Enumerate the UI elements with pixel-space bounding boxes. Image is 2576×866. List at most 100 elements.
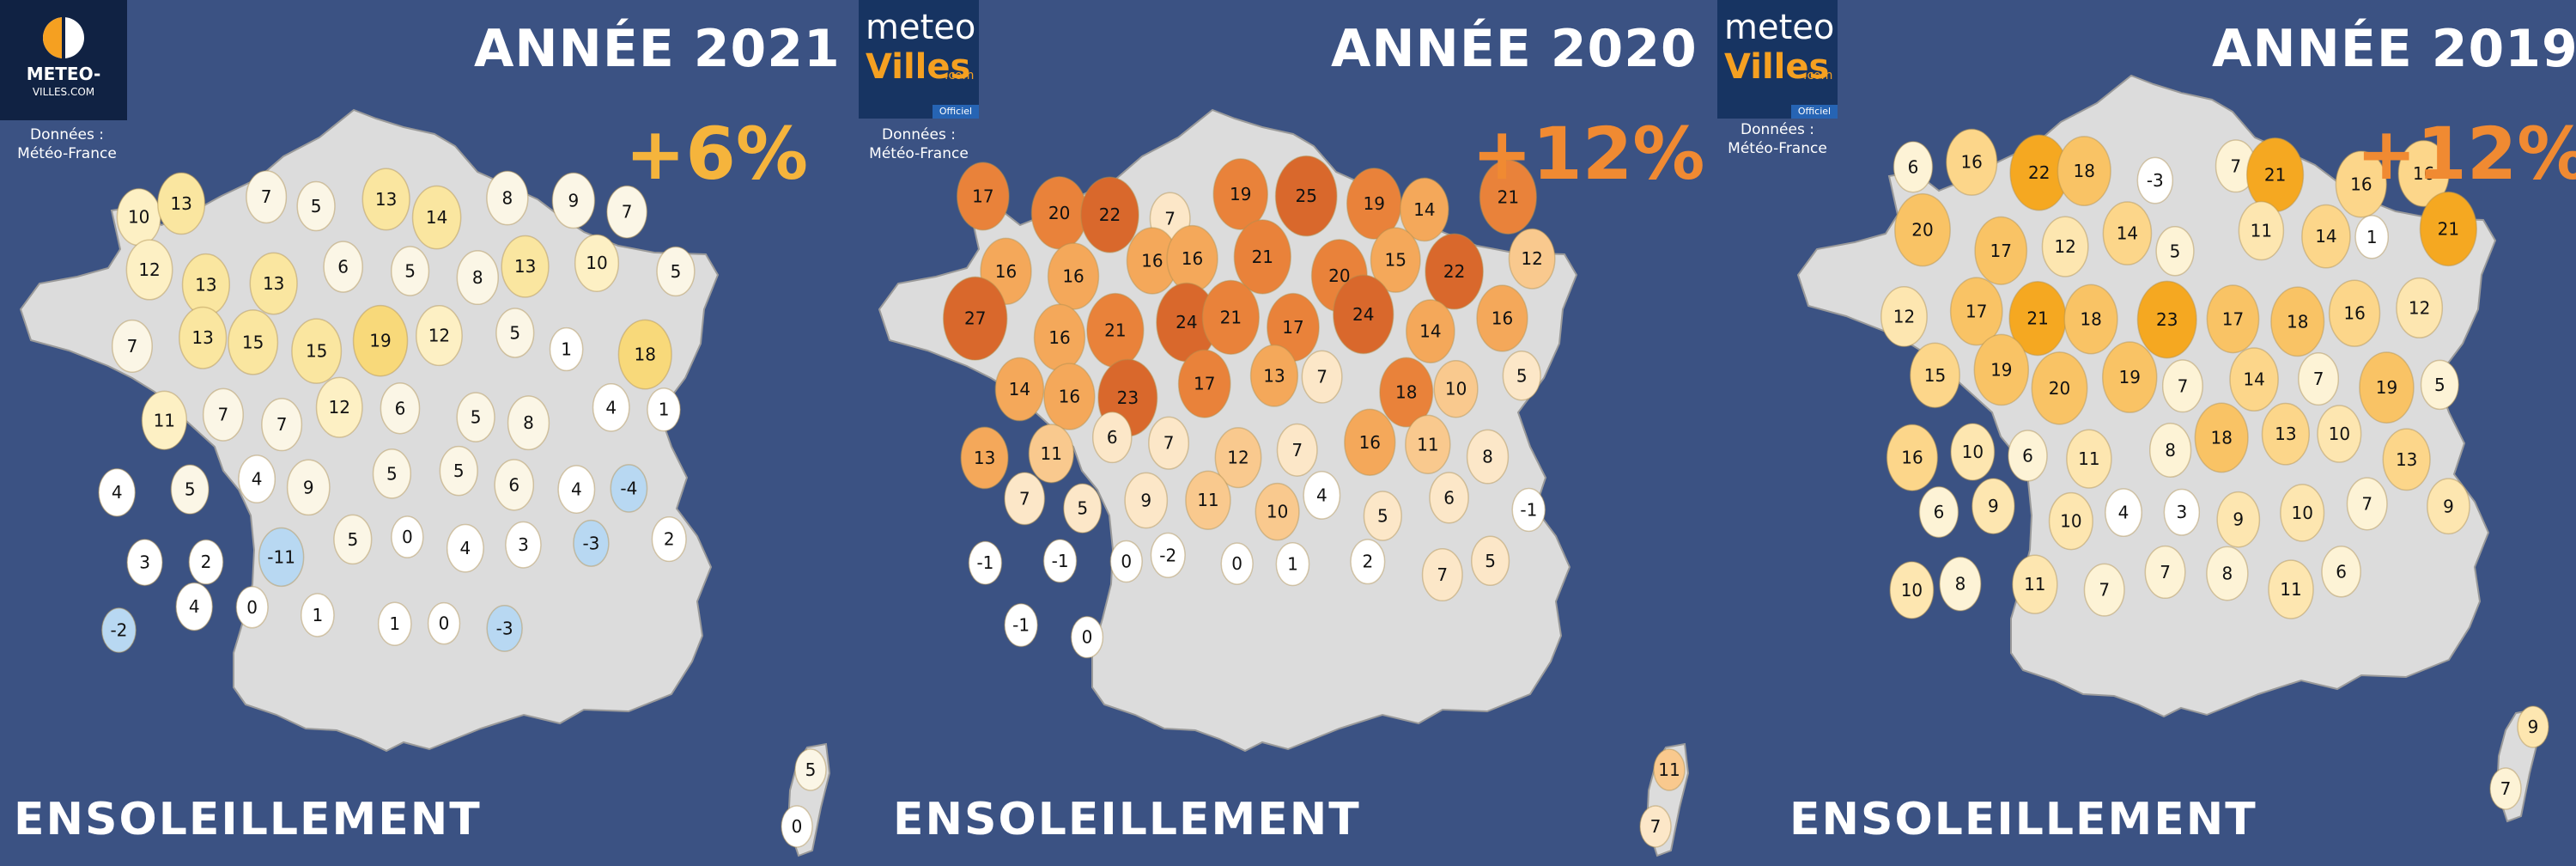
station-marker: 16 (2335, 150, 2388, 218)
station-value: 4 (112, 482, 123, 503)
station-marker: 4 (98, 467, 137, 517)
station-value: -2 (110, 620, 127, 641)
station-value: 17 (1282, 317, 1303, 338)
station-marker: 22 (2009, 134, 2069, 211)
station-marker: 7 (1301, 350, 1343, 404)
station-value: 13 (191, 327, 213, 348)
station-marker: 17 (2206, 284, 2260, 354)
station-marker: 5 (2420, 359, 2459, 411)
station-marker: 8 (456, 250, 499, 306)
source-line1: Données : (882, 126, 956, 143)
station-value: 7 (1437, 564, 1448, 585)
station-value: 18 (635, 345, 656, 365)
station-value: 4 (605, 397, 617, 418)
station-marker: 16 (1344, 408, 1396, 476)
change-percent: +12% (1472, 112, 1705, 196)
station-value: 1 (1287, 554, 1298, 575)
station-value: 5 (1485, 551, 1496, 571)
station-marker: 7 (1148, 416, 1190, 470)
station-value: 24 (1176, 312, 1197, 332)
station-value: 5 (311, 196, 322, 216)
station-value: 20 (1911, 220, 1933, 241)
station-value: 14 (426, 207, 447, 228)
change-percent: +12% (2356, 112, 2576, 196)
logo-meteo: meteo (866, 8, 976, 47)
station-value: 16 (1141, 251, 1163, 271)
station-value: 7 (2361, 493, 2372, 514)
station-value: 7 (2160, 562, 2171, 582)
station-marker: 1 (301, 593, 335, 637)
station-marker: 3 (126, 539, 163, 587)
station-marker: 4 (446, 523, 484, 573)
station-value: 11 (1041, 443, 1062, 464)
station-value: 9 (1140, 490, 1151, 510)
station-value: 11 (154, 410, 175, 430)
station-value: 9 (2443, 496, 2454, 516)
station-value: 9 (1988, 496, 1999, 516)
station-marker: 1 (1275, 541, 1310, 587)
station-marker: 14 (411, 185, 462, 250)
station-value: 16 (1901, 448, 1923, 468)
change-percent: +6% (625, 112, 808, 196)
station-value: 5 (471, 407, 482, 428)
logo-villes: Villes (866, 47, 971, 87)
station-marker: 5 (296, 180, 336, 232)
year-title: ANNÉE 2020 (1331, 19, 1698, 79)
station-value: 16 (1062, 266, 1084, 287)
logo-meteo: meteo (1724, 8, 1835, 47)
meteo-villes-logo: METEO- VILLES.COM (0, 0, 127, 120)
station-value: 7 (2313, 369, 2324, 389)
station-marker: 1 (377, 601, 412, 646)
station-marker: 6 (380, 382, 421, 435)
station-value: 21 (2438, 218, 2459, 239)
corsica-station-marker: 7 (2489, 767, 2522, 810)
station-marker: -1 (1042, 539, 1078, 583)
station-marker: -4 (610, 464, 648, 513)
station-value: 7 (218, 405, 229, 425)
station-value: 6 (2022, 445, 2033, 466)
station-value: 12 (2409, 297, 2430, 318)
station-marker: 13 (181, 253, 231, 316)
station-value: 20 (2049, 378, 2070, 399)
station-value: -11 (267, 546, 295, 567)
station-marker: 21 (2245, 137, 2305, 213)
station-marker: 14 (1406, 299, 1455, 363)
station-value: 14 (2243, 369, 2264, 390)
station-marker: 13 (157, 172, 206, 235)
logo-officiel: Officiel (1791, 105, 1838, 119)
source-label: Données : Météo-France (1717, 120, 1838, 158)
station-value: 11 (1197, 490, 1218, 510)
station-marker: 20 (1894, 192, 1951, 267)
station-marker: 21 (1086, 292, 1145, 369)
station-marker: 6 (323, 241, 363, 293)
station-value: 12 (1227, 448, 1249, 468)
source-line2: Météo-France (1728, 140, 1827, 157)
station-value: 9 (2233, 509, 2244, 530)
station-value: 14 (2117, 223, 2138, 244)
station-marker: 10 (1255, 482, 1300, 541)
station-marker: 5 (1063, 483, 1103, 534)
station-marker: 13 (501, 235, 550, 298)
station-value: 13 (514, 256, 536, 277)
station-marker: 6 (1091, 411, 1133, 464)
station-value: 6 (1443, 487, 1455, 508)
logo-com: .com (945, 69, 975, 82)
station-marker: 21 (2008, 281, 2067, 357)
station-marker: 4 (2105, 488, 2142, 537)
station-value: 17 (1965, 301, 1987, 321)
station-value: 6 (2336, 561, 2347, 582)
station-value: 11 (2280, 579, 2301, 600)
station-value: 8 (1482, 447, 1493, 467)
station-value: 12 (1893, 306, 1915, 326)
station-marker: 15 (228, 309, 279, 375)
station-value: 5 (509, 322, 520, 343)
station-marker: 13 (2261, 402, 2310, 466)
station-value: 1 (659, 399, 670, 420)
station-marker: 9 (1971, 478, 2015, 534)
station-value: 3 (518, 534, 529, 555)
station-marker: 20 (2031, 351, 2088, 425)
panel-2021: 10 13 7 5 13 14 8 9 7 12 13 13 6 5 8 13 10 5 7 13 15 15 19 12 5 1… (0, 0, 859, 866)
station-marker: 11 (1405, 414, 1451, 474)
station-value: 19 (369, 331, 391, 351)
